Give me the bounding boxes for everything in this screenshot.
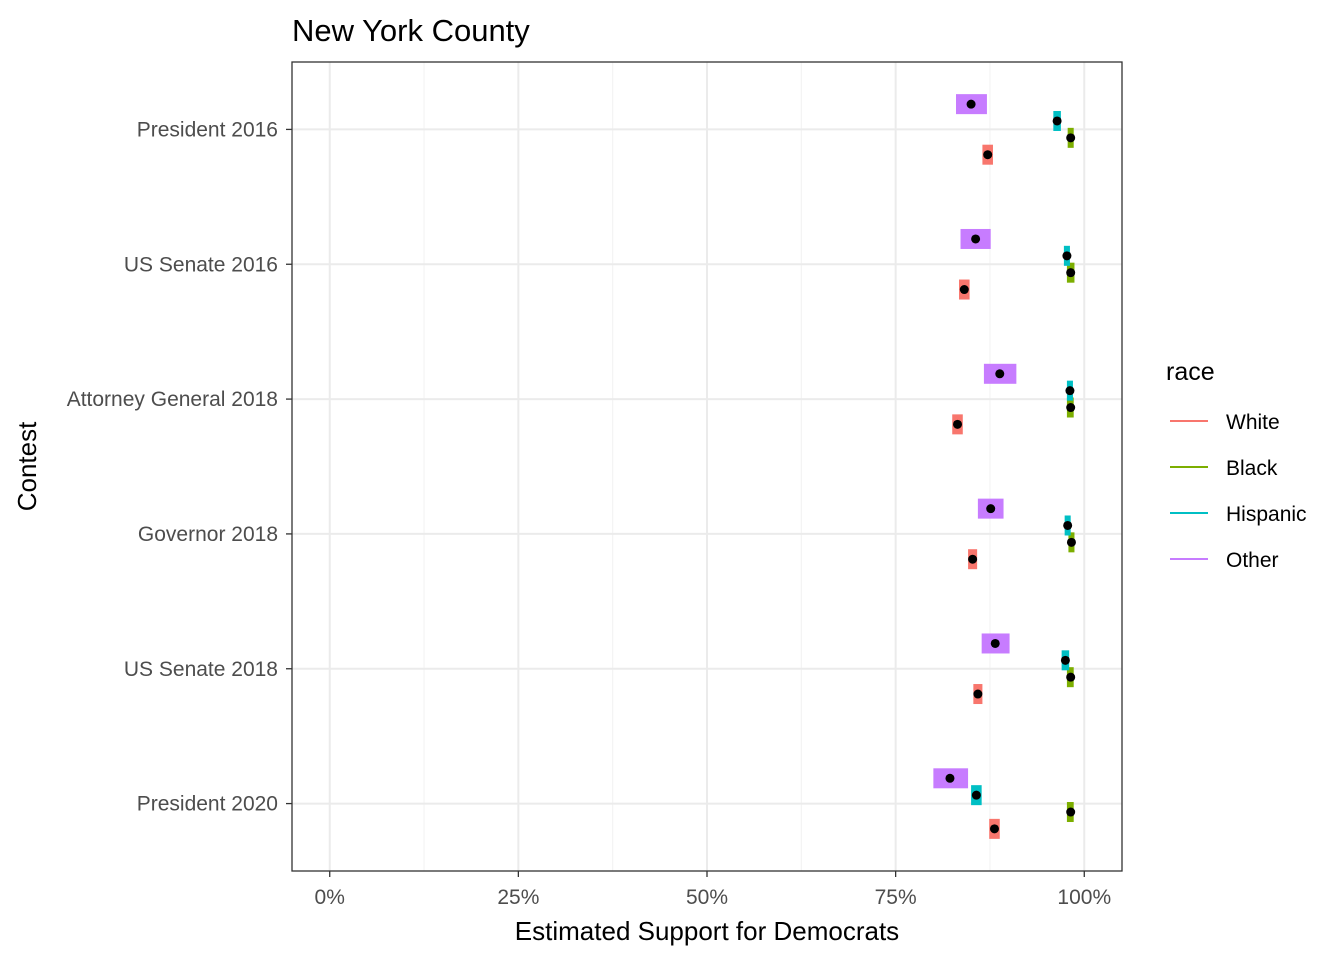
y-tick-label: Attorney General 2018 [67,388,278,411]
estimate-point [1066,403,1076,413]
estimate-point [983,150,993,160]
estimate-point [953,419,963,429]
legend-label-white: White [1226,411,1280,434]
legend-label-hispanic: Hispanic [1226,503,1307,526]
legend-label-other: Other [1226,549,1279,572]
estimate-point [1066,133,1076,143]
y-tick-label: Governor 2018 [138,523,278,546]
estimate-point [995,369,1005,379]
estimate-point [971,234,981,244]
estimate-point [959,285,969,295]
estimate-point [1063,520,1073,530]
x-tick-label: 0% [315,886,345,909]
estimate-point [973,689,983,699]
estimate-point [966,99,976,109]
x-tick-label: 75% [875,886,917,909]
x-tick-label: 50% [686,886,728,909]
estimate-point [1065,386,1075,396]
y-axis-title: Contest [12,421,42,511]
legend-title: race [1166,358,1215,386]
x-tick-label: 25% [497,886,539,909]
chart-title: New York County [292,13,530,48]
estimate-point [1066,672,1076,682]
estimate-point [1066,807,1076,817]
estimate-point [968,554,978,564]
estimate-point [1062,251,1072,261]
estimate-point [1066,268,1076,278]
estimate-point [990,638,1000,648]
x-tick-label: 100% [1057,886,1111,909]
estimate-point [1052,116,1062,126]
y-tick-label: US Senate 2018 [124,658,278,681]
estimate-point [986,504,996,514]
estimate-point [945,773,955,783]
legend-label-black: Black [1226,457,1278,480]
estimate-point [989,824,999,834]
x-axis-title: Estimated Support for Democrats [515,916,899,946]
data-marks [933,94,1076,839]
estimate-point [971,790,981,800]
y-tick-label: President 2016 [137,118,278,141]
y-tick-label: US Senate 2016 [124,253,278,276]
legend: race White Black Hispanic Other [1166,358,1307,572]
y-tick-label: President 2020 [137,793,278,816]
axes: 0% 25% 50% 75% 100% President 2016 US Senate 2… [67,118,1111,909]
estimate-point [1066,537,1076,547]
estimate-point [1060,655,1070,665]
grid [292,62,1122,871]
